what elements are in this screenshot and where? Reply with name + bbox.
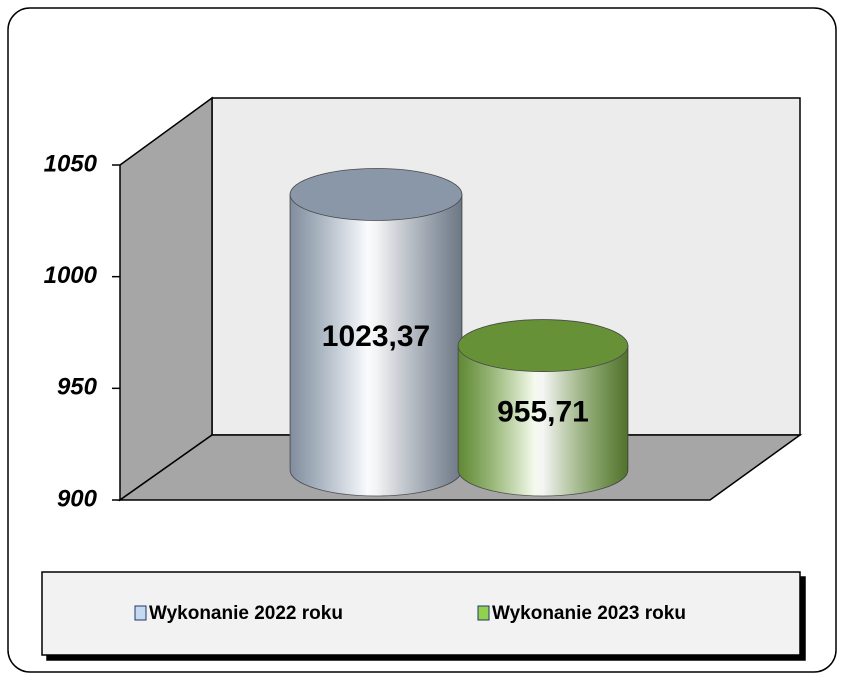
y-tick-label: 1050 [44,150,98,177]
legend-swatch [477,605,490,621]
data-label: 1023,37 [322,320,430,353]
side-wall [119,96,213,502]
legend-swatch [134,605,147,621]
legend-label: Wykonanie 2023 roku [492,603,686,624]
legend [41,571,801,656]
bar-top [289,168,463,221]
legend-label: Wykonanie 2022 roku [149,603,343,624]
data-label: 955,71 [497,396,589,429]
bar-shade [458,345,628,496]
bar-top [457,319,629,372]
bar-shade [290,194,462,496]
bar-top-shade [458,319,628,372]
y-tick-label: 900 [57,485,98,512]
bar-top-shade [290,168,462,221]
y-tick-label: 950 [57,374,98,401]
y-tick-label: 1000 [44,262,98,289]
